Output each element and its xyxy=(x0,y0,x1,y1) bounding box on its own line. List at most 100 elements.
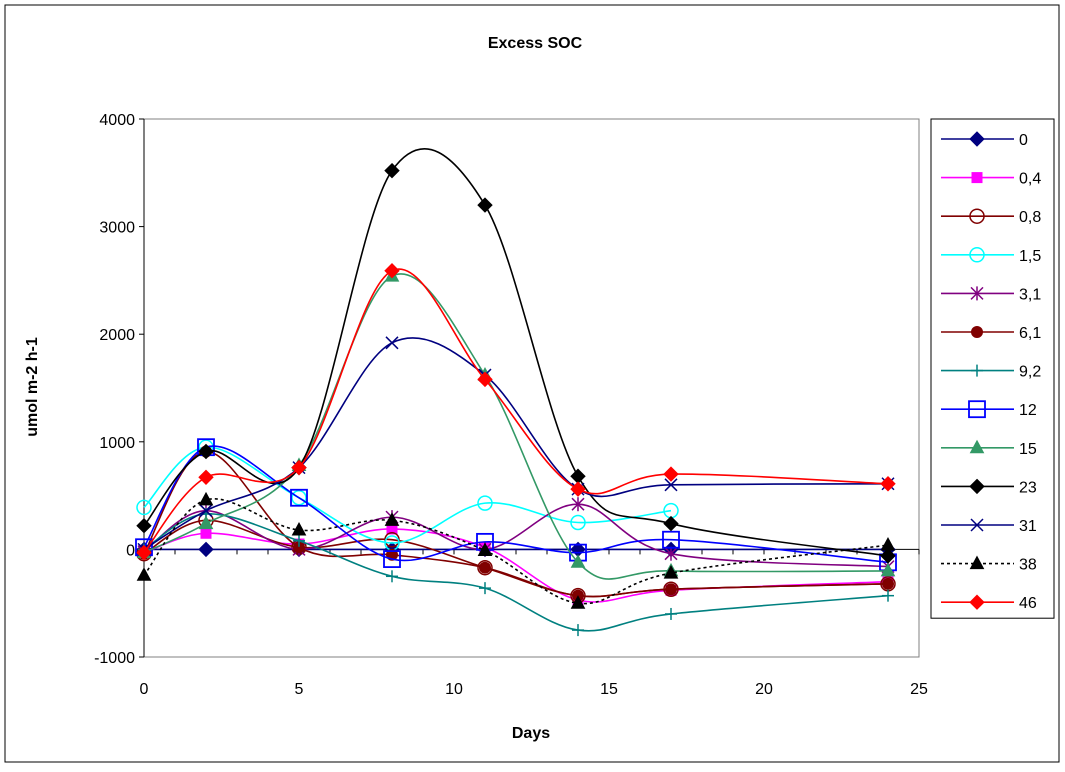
y-axis-label: umol m-2 h-1 xyxy=(24,337,41,437)
data-point xyxy=(571,497,585,512)
data-point xyxy=(293,534,305,547)
legend-marker xyxy=(971,326,983,338)
series-line xyxy=(143,503,889,568)
x-tick-label: 0 xyxy=(140,681,149,698)
legend-marker xyxy=(970,518,984,532)
data-point xyxy=(880,548,896,564)
legend-item: 1,5 xyxy=(941,247,1041,265)
legend: 0 0,4 0,8 1,5 3,1 6,1 9,2 12 15 23 31 38 46 xyxy=(930,118,1055,619)
x-axis-label: Days xyxy=(512,725,550,742)
data-point xyxy=(383,550,401,568)
series-11 xyxy=(136,491,896,609)
data-point xyxy=(880,476,896,492)
data-point xyxy=(198,541,214,558)
chart-title: Excess SOC xyxy=(488,35,583,52)
data-point xyxy=(882,589,894,602)
data-point xyxy=(572,624,584,637)
series-line xyxy=(143,498,889,605)
data-point xyxy=(198,515,214,530)
data-point xyxy=(570,554,586,568)
legend-item: 15 xyxy=(941,439,1037,458)
series-line xyxy=(143,513,889,632)
legend-label: 23 xyxy=(1019,479,1037,496)
data-point xyxy=(290,488,308,507)
data-point xyxy=(198,491,214,506)
y-tick-label: 3000 xyxy=(99,220,135,237)
x-tick-label: 15 xyxy=(600,681,618,698)
x-tick-label: 25 xyxy=(910,681,928,698)
data-point xyxy=(665,583,677,596)
legend-marker xyxy=(968,400,986,419)
legend-label: 3,1 xyxy=(1019,286,1041,303)
series-line xyxy=(143,528,889,603)
data-point xyxy=(291,490,307,506)
data-point xyxy=(477,197,493,213)
legend-marker xyxy=(969,247,985,263)
y-tick-label: 4000 xyxy=(99,112,135,129)
data-point xyxy=(136,499,152,516)
data-point xyxy=(664,478,678,492)
legend-label: 38 xyxy=(1019,557,1037,574)
data-point xyxy=(198,443,214,460)
legend-marker xyxy=(970,286,984,301)
data-point xyxy=(136,567,152,581)
data-point xyxy=(477,542,493,556)
x-tick-label: 20 xyxy=(755,681,773,698)
series-12 xyxy=(136,263,896,561)
data-point xyxy=(385,336,399,350)
data-point xyxy=(198,469,214,486)
legend-marker xyxy=(969,439,985,454)
legend-marker xyxy=(969,555,985,570)
data-point xyxy=(384,263,400,279)
data-point xyxy=(384,512,400,526)
legend-marker xyxy=(969,478,985,495)
legend-label: 1,5 xyxy=(1019,248,1041,265)
legend-item: 23 xyxy=(941,478,1037,496)
legend-label: 12 xyxy=(1019,402,1037,419)
legend-item: 0,8 xyxy=(941,208,1041,226)
legend-item: 3,1 xyxy=(941,286,1041,303)
data-point xyxy=(291,521,307,536)
legend-label: 0,4 xyxy=(1019,171,1041,188)
plot-area xyxy=(143,118,920,658)
y-tick-label: -1000 xyxy=(94,650,135,667)
data-point xyxy=(136,518,152,534)
data-point xyxy=(136,544,152,561)
legend-item: 9,2 xyxy=(941,364,1041,381)
legend-item: 38 xyxy=(941,555,1037,574)
data-point xyxy=(477,371,493,388)
series-group xyxy=(135,148,897,637)
legend-item: 0 xyxy=(941,131,1028,149)
data-point xyxy=(479,561,491,574)
data-point xyxy=(880,537,896,551)
data-point xyxy=(291,459,307,476)
series-line xyxy=(143,445,889,564)
data-point xyxy=(663,515,679,532)
legend-label: 0,8 xyxy=(1019,209,1041,226)
legend-item: 0,4 xyxy=(941,171,1041,188)
x-tick-label: 10 xyxy=(445,681,463,698)
y-tick-label: 2000 xyxy=(99,327,135,344)
data-point xyxy=(663,466,679,482)
data-point xyxy=(386,570,398,583)
legend-item: 31 xyxy=(941,518,1037,535)
data-point xyxy=(882,577,894,590)
legend-box xyxy=(930,118,1055,619)
data-point xyxy=(880,562,896,577)
y-tick-label: 0 xyxy=(126,542,135,559)
legend-label: 0 xyxy=(1019,132,1028,149)
legend-label: 46 xyxy=(1019,595,1037,612)
legend-marker xyxy=(969,208,985,224)
data-point xyxy=(570,481,586,497)
x-tick-label: 5 xyxy=(295,681,304,698)
legend-label: 6,1 xyxy=(1019,325,1041,342)
legend-label: 15 xyxy=(1019,441,1037,458)
legend-marker xyxy=(969,594,985,610)
legend-item: 46 xyxy=(941,594,1037,612)
legend-item: 6,1 xyxy=(941,325,1041,342)
data-point xyxy=(570,595,586,609)
data-point xyxy=(664,546,678,561)
marker-stroke xyxy=(385,336,399,350)
